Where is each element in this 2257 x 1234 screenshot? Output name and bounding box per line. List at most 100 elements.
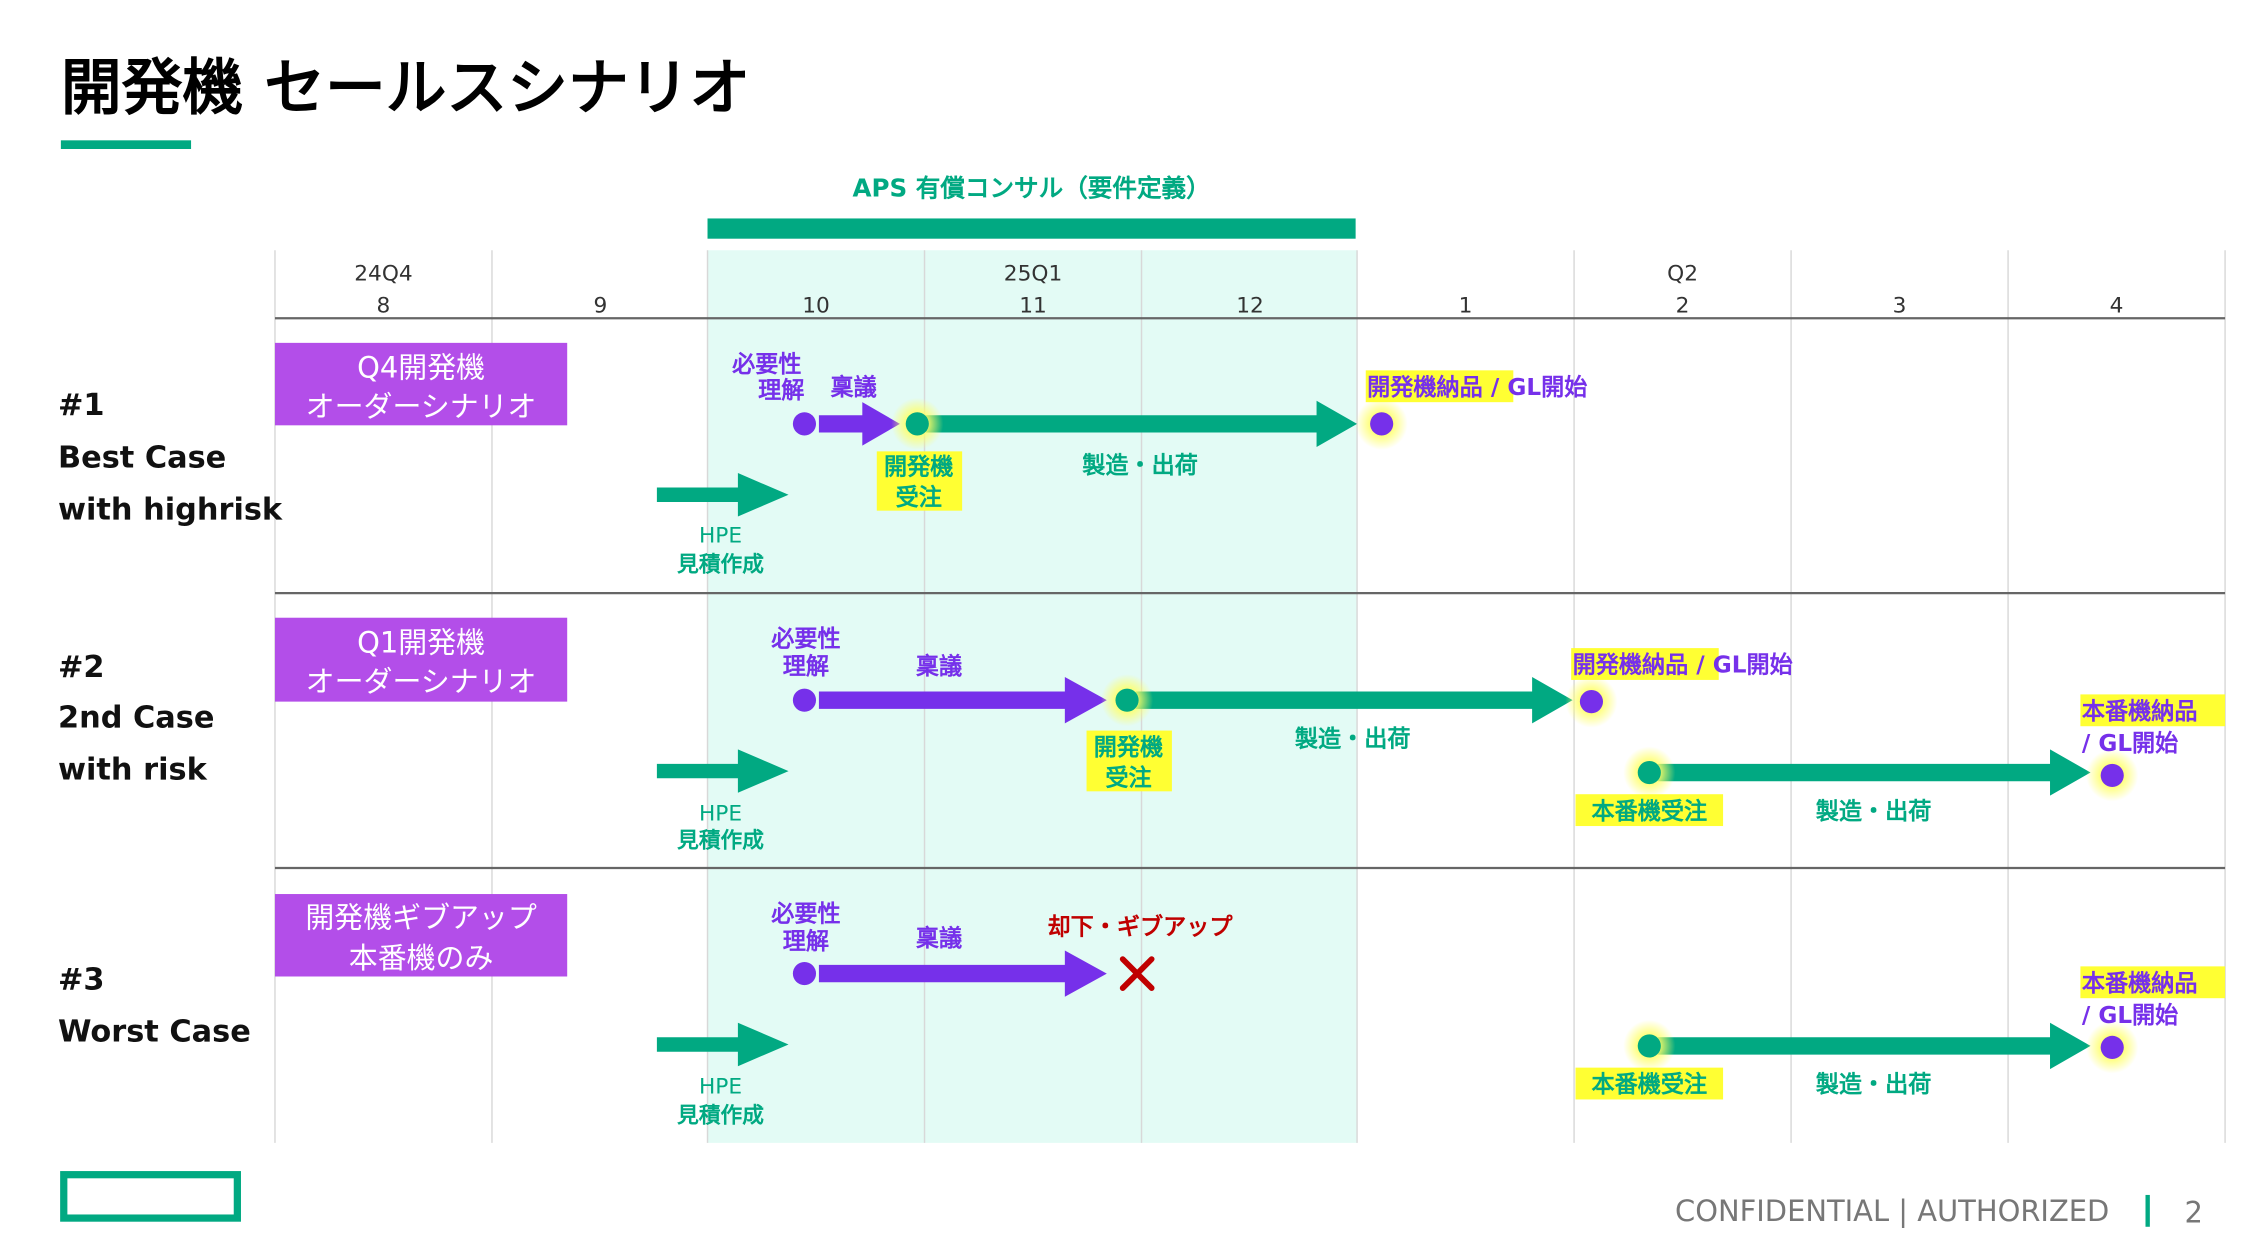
rejected-label: 却下・ギブアップ (1048, 914, 1234, 941)
month-label: 3 (1893, 293, 1907, 318)
highlight (1086, 730, 1172, 792)
order-label: 受注 (896, 484, 942, 511)
hpe-label: 見積作成 (677, 829, 764, 854)
scenario-box (274, 894, 568, 977)
start-dot (792, 412, 817, 436)
need-label: 必要性 (771, 626, 840, 653)
month-label: 8 (377, 293, 391, 318)
prod-order-dot (1637, 1034, 1661, 1058)
classification-label: CONFIDENTIAL | AUTHORIZED (1675, 1194, 2109, 1228)
row-number: #1 (58, 388, 105, 423)
prod-delivery-label: 本番機納品 (2082, 698, 2198, 725)
highlight (1571, 648, 1719, 680)
quarter-label: 24Q4 (354, 262, 412, 287)
highlight (1575, 1067, 1724, 1100)
delivery-text: 開発機納品 (1367, 374, 1483, 401)
row-number: #2 (58, 650, 105, 685)
gl-text: / GL開始 (1688, 652, 1793, 679)
need-label: 必要性 (732, 351, 801, 378)
quarter-label: Q2 (1667, 262, 1698, 287)
prod-order-dot (1637, 760, 1661, 785)
scenario-box-line: オーダーシナリオ (306, 665, 537, 699)
scenario-box (274, 617, 568, 702)
prod-manufacture-label: 製造・出荷 (1815, 1071, 1932, 1098)
scenario-box (274, 342, 568, 426)
row-case: Worst Case (58, 1015, 251, 1050)
prod-order-label: 本番機受注 (1591, 1071, 1707, 1098)
hpe-arrow (656, 473, 789, 517)
delivery-label: 開発機納品 / GL開始 (1573, 652, 1793, 679)
footer-divider (2145, 1194, 2150, 1227)
delivery-text: 開発機納品 (1573, 652, 1689, 679)
month-label: 9 (594, 293, 608, 318)
page-title: 開発機 セールスシナリオ (61, 53, 750, 123)
teal-arrow (1135, 677, 1573, 724)
x-mark-icon (1119, 956, 1155, 991)
gl-text: / GL開始 (1483, 374, 1588, 401)
scenario-box-line: オーダーシナリオ (306, 390, 537, 424)
consult-bar (707, 218, 1356, 239)
purple-arrow (818, 402, 900, 446)
row-risk: with highrisk (58, 492, 283, 527)
scenario-box-line: 開発機ギブアップ (305, 900, 536, 934)
delivery-dot (1370, 412, 1394, 436)
prod-gl-label: / GL開始 (2082, 730, 2178, 757)
approval-label: 稟議 (831, 374, 877, 401)
order-label: 開発機 (1094, 735, 1163, 761)
teal-arrow (1657, 749, 2091, 796)
need-label: 理解 (783, 653, 829, 680)
month-label: 2 (1676, 293, 1690, 318)
hpe-label: 見積作成 (677, 552, 764, 577)
month-label: 10 (802, 293, 830, 318)
manufacture-label: 製造・出荷 (1081, 452, 1198, 479)
highlight (2080, 694, 2226, 727)
prod-delivery-dot (2100, 763, 2124, 787)
order-dot (1115, 688, 1139, 712)
start-dot (792, 688, 817, 712)
teal-arrow (1657, 1022, 2091, 1070)
scenario-box-line: 本番機のみ (349, 941, 494, 975)
highlight (1365, 370, 1514, 403)
prod-order-label: 本番機受注 (1591, 798, 1707, 825)
month-label: 12 (1236, 293, 1264, 318)
prod-manufacture-label: 製造・出荷 (1815, 798, 1932, 825)
order-label: 受注 (1105, 765, 1151, 792)
hpe-logo (60, 1171, 241, 1222)
prod-delivery-label: 本番機納品 (2082, 970, 2198, 997)
highlight (1575, 794, 1724, 827)
need-label: 理解 (758, 377, 804, 404)
title-underline (60, 140, 192, 150)
month-label: 11 (1019, 293, 1047, 318)
hpe-label: HPE (699, 523, 742, 548)
scenario-box-line: Q4開発機 (357, 351, 485, 385)
row-number: #3 (58, 963, 105, 998)
row-risk: with risk (58, 753, 208, 788)
row-case: 2nd Case (58, 701, 214, 736)
highlight (2080, 966, 2226, 999)
order-dot (905, 412, 929, 436)
consult-label: APS 有償コンサル（要件定義） (852, 174, 1210, 203)
month-label: 4 (2110, 293, 2124, 318)
page-number: 2 (2185, 1195, 2203, 1229)
hpe-arrow (656, 1022, 789, 1067)
scenario-box-line: Q1開発機 (357, 625, 485, 659)
hpe-label: 見積作成 (677, 1104, 764, 1129)
row-case: Best Case (58, 440, 226, 475)
need-label: 必要性 (771, 901, 840, 928)
purple-arrow (818, 677, 1107, 724)
highlight (876, 451, 963, 511)
order-label: 開発機 (884, 455, 953, 481)
hpe-arrow (656, 749, 789, 793)
month-label: 1 (1459, 293, 1473, 318)
need-label: 理解 (783, 928, 829, 955)
prod-gl-label: / GL開始 (2082, 1002, 2178, 1029)
delivery-label: 開発機納品 / GL開始 (1367, 374, 1587, 401)
approval-label: 稟議 (916, 653, 962, 680)
hpe-label: HPE (699, 801, 742, 826)
delivery-dot (1579, 690, 1604, 714)
quarter-label: 25Q1 (1004, 262, 1062, 287)
row-separators (274, 317, 2226, 870)
hpe-label: HPE (699, 1075, 742, 1100)
start-dot (792, 962, 817, 986)
